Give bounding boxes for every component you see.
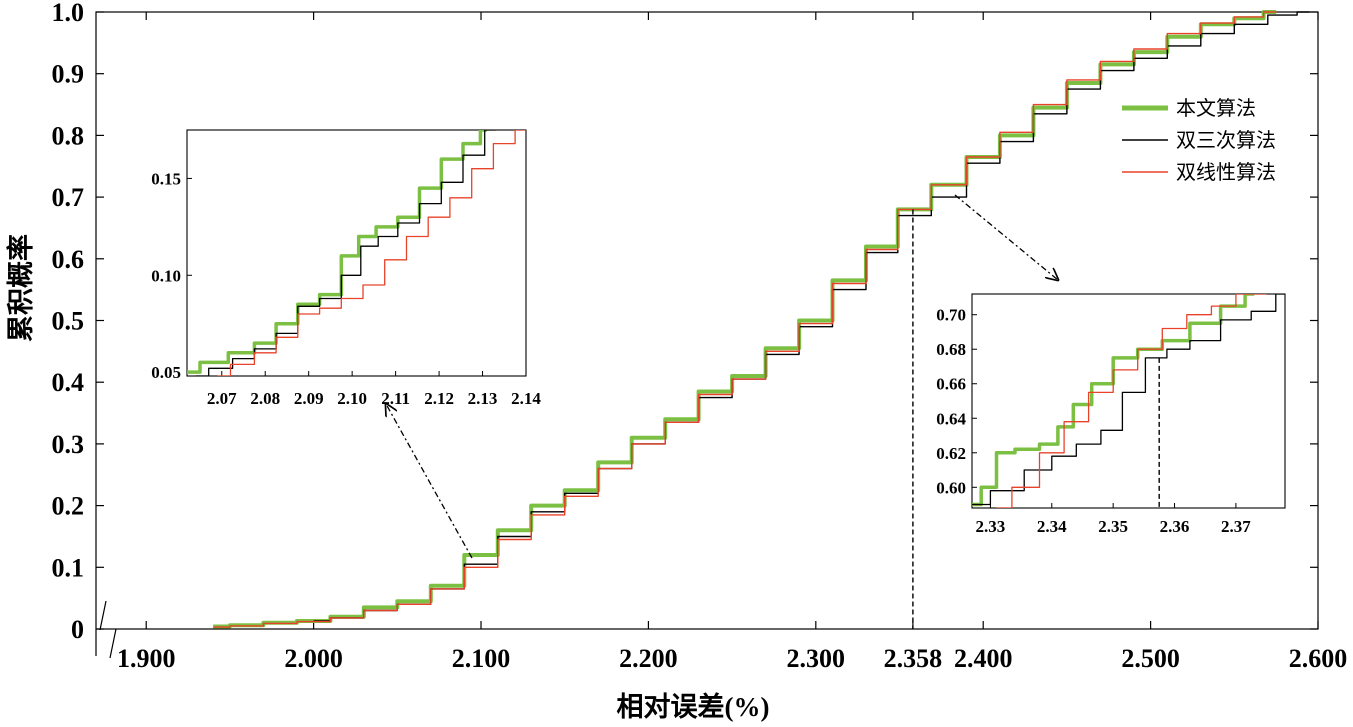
- x-tick-label: 2.100: [452, 644, 511, 673]
- inset-frame: [971, 293, 1286, 509]
- inset-y-tick-label: 0.70: [936, 306, 966, 325]
- inset-y-tick-label: 0.62: [936, 444, 966, 463]
- x-tick-label: 2.500: [1121, 644, 1180, 673]
- inset-right: 0.60 0.62 0.64 0.66 0.68 0.70 2.33 2.34 2.35 2.36…: [936, 293, 1286, 536]
- inset-y-tick-label: 0.05: [151, 363, 181, 382]
- inset-x-tick-label: 2.34: [1037, 517, 1067, 536]
- inset-y-tick-label: 0.68: [936, 340, 966, 359]
- callout-arrow-left: [386, 404, 473, 559]
- inset-series-line-2: [217, 130, 526, 376]
- y-tick-label: 0.3: [52, 430, 85, 459]
- y-tick-label: 0.6: [52, 245, 85, 274]
- inset-x-tick-label: 2.09: [294, 389, 324, 408]
- inset-y-tick-label: 0.64: [936, 409, 966, 428]
- series-line-2: [213, 11, 1277, 628]
- x-tick-label: 2.600: [1289, 644, 1348, 673]
- x-tick-label: 2.300: [787, 644, 846, 673]
- y-tick-label: 0: [71, 615, 84, 644]
- inset-x-tick-label: 2.11: [381, 389, 410, 408]
- inset-x-tick-label: 2.07: [207, 389, 237, 408]
- y-tick-label: 0.5: [52, 307, 85, 336]
- legend-label-series-0: 本文算法: [1176, 96, 1256, 120]
- inset-y-tick-label: 0.10: [151, 266, 181, 285]
- inset-left: 0.05 0.10 0.15 2.07 2.08 2.09 2.10 2.11 2.12 2.13…: [151, 129, 541, 408]
- legend-label-series-2: 双线性算法: [1176, 160, 1276, 184]
- main-series-lines: [213, 10, 1310, 629]
- x-tick-label: 1.900: [117, 644, 176, 673]
- y-tick-label: 0.2: [52, 492, 85, 521]
- inset-y-tick-label: 0.66: [936, 375, 966, 394]
- inset-x-tick-label: 2.13: [468, 389, 498, 408]
- y-tick-label: 0.9: [52, 60, 85, 89]
- x-tick-label: 2.000: [284, 644, 343, 673]
- callout-arrow-right: [954, 194, 1058, 280]
- inset-series-line-2: [996, 294, 1267, 508]
- y-tick-label: 1.0: [52, 0, 85, 27]
- inset-y-tick-label: 0.60: [936, 478, 966, 497]
- y-tick-label: 0.7: [52, 183, 85, 212]
- inset-x-tick-label: 2.12: [424, 389, 454, 408]
- x-axis-label: 相对误差(%): [617, 691, 770, 722]
- inset-x-tick-label: 2.35: [1098, 517, 1128, 536]
- inset-x-tick-label: 2.10: [337, 389, 367, 408]
- x-tick-label: 2.400: [954, 644, 1013, 673]
- inset-frame: [186, 129, 527, 377]
- legend: 本文算法 双三次算法 双线性算法: [1122, 96, 1276, 184]
- y-tick-label: 0.4: [52, 368, 85, 397]
- x-tick-label: 2.200: [619, 644, 678, 673]
- y-axis-label: 累积概率: [5, 234, 36, 342]
- inset-x-tick-label: 2.14: [511, 389, 541, 408]
- inset-x-tick-label: 2.36: [1160, 517, 1190, 536]
- y-tick-label: 0.1: [52, 553, 85, 582]
- series-line-1: [313, 11, 1310, 622]
- inset-series-line-0: [972, 294, 1255, 507]
- inset-y-tick-label: 0.15: [151, 169, 181, 188]
- x-tick-label: 2.358: [884, 644, 943, 673]
- legend-label-series-1: 双三次算法: [1176, 128, 1276, 152]
- main-ticks: 0 0.1 0.2 0.3 0.4 0.5 0.6 0.7 0.8 0.9 1.0 1.900 2.00…: [52, 0, 1348, 673]
- inset-x-tick-label: 2.33: [976, 517, 1006, 536]
- inset-x-tick-label: 2.08: [250, 389, 280, 408]
- axis-break-mark: [95, 600, 117, 659]
- inset-x-tick-label: 2.37: [1221, 517, 1251, 536]
- y-tick-label: 0.8: [52, 121, 85, 150]
